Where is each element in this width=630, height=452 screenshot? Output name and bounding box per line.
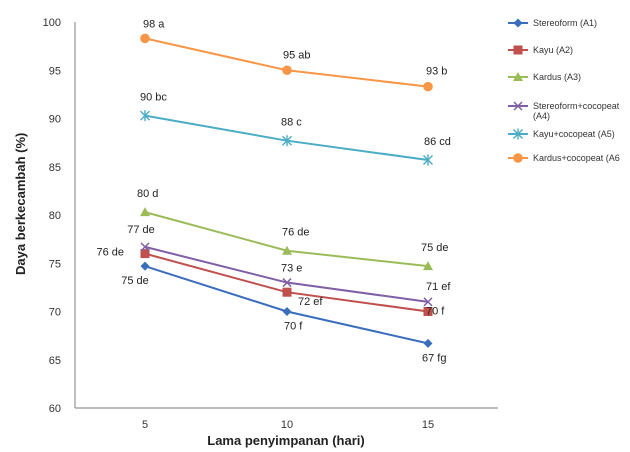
x-tick-label: 15 — [422, 419, 434, 431]
legend-label: Kayu+cocopeat (A5) — [533, 129, 615, 139]
legend-item: Kardus (A3) — [508, 72, 581, 82]
data-point — [140, 249, 150, 259]
legend-item: Kayu (A2) — [508, 45, 573, 55]
legend-item: Stereoform (A1) — [508, 18, 597, 28]
x-axis-title: Lama penyimpanan (hari) — [207, 433, 364, 448]
legend: Stereoform (A1) Kayu (A2) Kardus (A3) Stere… — [508, 18, 620, 163]
data-point — [282, 65, 292, 76]
legend-label: Kardus+cocopeat (A6 — [533, 153, 620, 163]
y-tick-label: 85 — [49, 162, 61, 174]
x-tick-label: 5 — [142, 419, 148, 431]
legend-item: Stereoform+cocopeat (A4) — [508, 101, 620, 121]
data-point — [140, 110, 150, 122]
data-label: 88 c — [281, 117, 302, 129]
data-label: 95 ab — [283, 49, 311, 61]
plot-area: 60 65 70 75 80 85 90 95 100 5 10 15 75 de 70 f 67 fg… — [43, 17, 498, 431]
legend-label: Stereoform (A1) — [533, 18, 597, 28]
y-tick-labels: 60 65 70 75 80 85 90 95 100 — [43, 17, 61, 415]
data-point — [282, 245, 292, 255]
data-point — [423, 338, 433, 348]
data-label: 93 b — [426, 66, 447, 78]
data-point — [140, 33, 150, 44]
series-3 — [140, 207, 433, 271]
data-point — [423, 297, 433, 307]
series-4 — [140, 242, 433, 307]
data-label: 73 e — [281, 263, 302, 275]
y-tick-label: 80 — [49, 210, 61, 222]
data-point — [282, 135, 292, 147]
y-tick-label: 70 — [49, 307, 61, 319]
data-point — [140, 261, 150, 271]
data-point — [423, 307, 433, 316]
data-point — [423, 261, 433, 271]
legend-marker — [513, 45, 523, 55]
legend-marker — [513, 72, 523, 81]
data-point — [282, 278, 292, 288]
legend-marker — [513, 18, 523, 28]
data-label: 76 de — [282, 227, 310, 239]
legend-label: Stereoform+cocopeat (A4) — [533, 101, 620, 121]
legend-marker — [513, 101, 523, 111]
x-tick-label: 10 — [281, 419, 293, 431]
y-tick-label: 100 — [43, 17, 61, 29]
series-layer — [140, 33, 433, 348]
legend-item: Kayu+cocopeat (A5) — [508, 128, 615, 140]
data-point — [282, 307, 292, 316]
series-6 — [140, 33, 433, 92]
y-tick-label: 65 — [49, 355, 61, 367]
y-tick-label: 90 — [49, 114, 61, 126]
data-label: 90 bc — [140, 92, 167, 104]
data-label: 86 cd — [424, 136, 451, 148]
y-tick-label: 95 — [49, 65, 61, 77]
data-label: 77 de — [127, 224, 155, 236]
y-tick-label: 75 — [49, 258, 61, 270]
data-labels-layer: 75 de 70 f 67 fg 76 de 72 ef 70 f 80 d 76 de 75 … — [96, 18, 451, 364]
series-5 — [140, 110, 433, 166]
legend-label: Kayu (A2) — [533, 45, 573, 55]
data-label: 71 ef — [426, 281, 451, 293]
legend-item: Kardus+cocopeat (A6 — [508, 153, 620, 163]
data-point — [423, 81, 433, 92]
data-label: 72 ef — [298, 296, 323, 308]
data-label: 98 a — [143, 18, 165, 30]
data-point — [140, 242, 150, 252]
legend-marker — [513, 128, 523, 140]
y-tick-label: 60 — [49, 403, 61, 415]
data-point — [140, 207, 150, 217]
data-label: 75 de — [121, 275, 149, 287]
series-1 — [140, 261, 433, 348]
data-label: 76 de — [96, 247, 124, 259]
data-label: 80 d — [137, 188, 158, 200]
legend-marker — [513, 153, 523, 163]
data-label: 70 f — [284, 321, 303, 333]
series-2 — [140, 249, 433, 316]
series-line — [144, 37, 429, 88]
legend-label: Kardus (A3) — [533, 72, 581, 82]
data-point — [282, 287, 292, 297]
data-point — [423, 154, 433, 166]
data-label: 75 de — [421, 242, 449, 254]
data-label: 70 f — [426, 306, 445, 318]
data-label: 67 fg — [422, 352, 446, 364]
x-tick-labels: 5 10 15 — [142, 419, 434, 431]
y-axis-title: Daya berkecambah (%) — [13, 133, 28, 275]
